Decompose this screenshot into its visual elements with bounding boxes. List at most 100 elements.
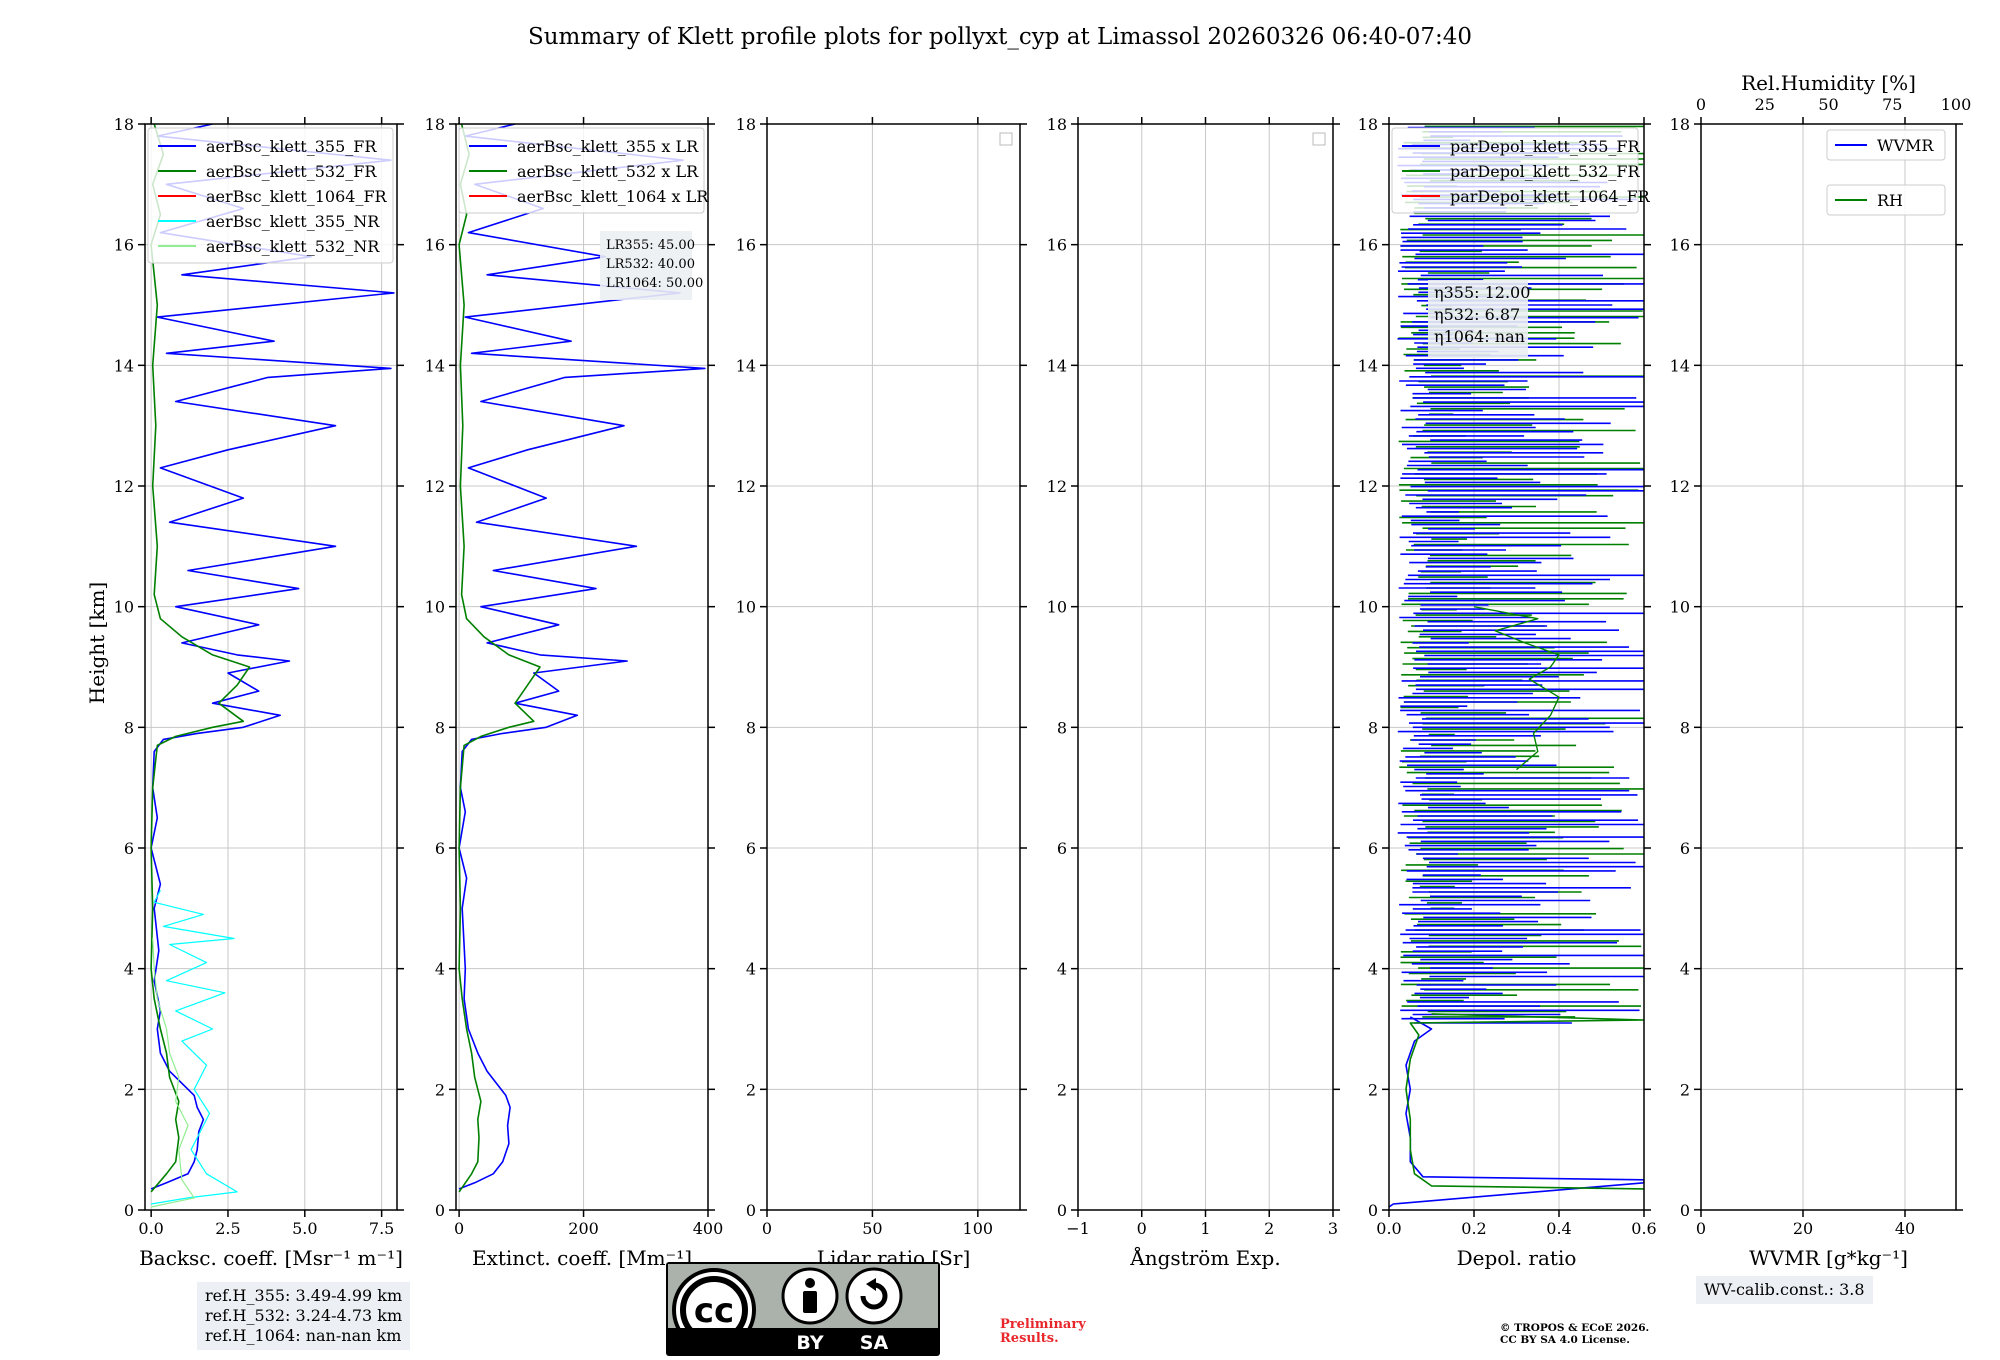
x-tick-label: 0.4 — [1546, 1219, 1571, 1238]
y-tick-label: 4 — [1680, 960, 1690, 979]
x-axis-label: Ångström Exp. — [1129, 1245, 1280, 1270]
x-tick-label: 400 — [693, 1219, 724, 1238]
axes-frame — [766, 123, 1021, 1211]
profile-line — [150, 938, 195, 1208]
axes-frame — [1700, 123, 1957, 1211]
annotation-text: LR355: 45.00 — [606, 238, 695, 253]
x-tick-label: 2.5 — [215, 1219, 240, 1238]
x-tick-label: 0.0 — [138, 1219, 163, 1238]
legend-box — [458, 127, 705, 214]
annotation-box: LR355: 45.00 LR532: 40.00 LR1064: 50.00 — [600, 231, 703, 300]
y-tick-label: 18 — [114, 115, 134, 134]
copyright-line-1: © TROPOS & ECoE 2026. — [1500, 1322, 1650, 1334]
y-tick-label: 4 — [746, 960, 756, 979]
y-tick-label: 12 — [1047, 477, 1067, 496]
legend-entry: aerBsc_klett_355_FR — [206, 137, 377, 156]
top-x-tick-label: 50 — [1818, 95, 1838, 114]
legend: aerBsc_klett_355_FR aerBsc_klett_532_FRae… — [147, 127, 394, 264]
y-tick-label: 16 — [1670, 236, 1690, 255]
x-tick-label: 40 — [1895, 1219, 1915, 1238]
legend-entry: parDepol_klett_532_FR — [1450, 162, 1641, 181]
legend: WVMR RH — [1826, 129, 1946, 216]
y-tick-label: 6 — [435, 839, 445, 858]
y-tick-label: 10 — [114, 598, 134, 617]
by-person-head — [805, 1278, 815, 1288]
profile-line — [1473, 606, 1560, 771]
y-tick-label: 10 — [1047, 598, 1067, 617]
cc-logo-text: cc — [694, 1291, 734, 1331]
y-tick-label: 10 — [1358, 598, 1378, 617]
badge-bottom — [668, 1328, 938, 1354]
legend-entry: aerBsc_klett_532_FR — [206, 162, 377, 181]
x-tick-label: 50 — [862, 1219, 882, 1238]
by-label: BY — [796, 1332, 823, 1354]
y-tick-label: 0 — [1368, 1201, 1378, 1220]
annotation-box: η355: 12.00 η532: 6.87 η1064: nan — [1428, 280, 1530, 358]
y-tick-label: 16 — [1047, 236, 1067, 255]
legend: aerBsc_klett_355 x LR aerBsc_klett_532 x … — [458, 127, 709, 214]
data-layer — [1389, 125, 1644, 1208]
profile-line — [458, 124, 541, 1193]
profile-line — [1389, 1016, 1644, 1208]
y-tick-label: 18 — [1047, 115, 1067, 134]
axes-frame — [1388, 123, 1645, 1211]
legend-entry: aerBsc_klett_1064_FR — [206, 187, 388, 206]
x-tick-label: 0.6 — [1631, 1219, 1656, 1238]
y-tick-label: 16 — [736, 236, 756, 255]
y-tick-label: 14 — [114, 356, 134, 375]
profile-line — [458, 124, 706, 1190]
axes-frame — [144, 123, 398, 1211]
x-tick-label: 3 — [1328, 1219, 1338, 1238]
profile-line — [150, 124, 251, 1193]
legend-entry: parDepol_klett_355_FR — [1450, 137, 1641, 156]
profile-line — [150, 124, 395, 1190]
y-axis-label: Height [km] — [85, 582, 109, 704]
legend: parDepol_klett_355_FR parDepol_klett_532_… — [1391, 127, 1651, 214]
x-tick-label: 0 — [1696, 1219, 1706, 1238]
y-tick-label: 2 — [1057, 1080, 1067, 1099]
legend-entry: aerBsc_klett_532_NR — [206, 237, 380, 256]
y-tick-label: 8 — [746, 718, 756, 737]
x-tick-label: 1 — [1200, 1219, 1210, 1238]
panel-wvmr: 0 2 4 6 8 10 12 14 16 18 0 20 40 WVMR [g*kg⁻¹] 0 25 50 75… — [1670, 71, 1972, 1270]
y-tick-label: 2 — [1368, 1080, 1378, 1099]
annotation-text: η1064: nan — [1434, 327, 1525, 346]
y-tick-label: 10 — [1670, 598, 1690, 617]
x-axis-label: Backsc. coeff. [Msr⁻¹ m⁻¹] — [139, 1246, 403, 1270]
y-tick-label: 10 — [425, 598, 445, 617]
y-tick-label: 0 — [435, 1201, 445, 1220]
x-axis-label: Depol. ratio — [1457, 1246, 1577, 1270]
legend-box — [147, 127, 394, 264]
x-tick-label: 5.0 — [292, 1219, 317, 1238]
ref-height-355: ref.H_355: 3.49-4.99 km — [205, 1286, 403, 1305]
preliminary-line-2: Results. — [1000, 1331, 1059, 1346]
y-tick-label: 6 — [124, 839, 134, 858]
y-tick-label: 8 — [1680, 718, 1690, 737]
x-tick-label: 2 — [1264, 1219, 1274, 1238]
y-tick-label: 0 — [124, 1201, 134, 1220]
y-tick-label: 14 — [1047, 356, 1067, 375]
legend-entry: aerBsc_klett_1064 x LR — [517, 187, 709, 206]
y-tick-label: 14 — [736, 356, 756, 375]
x-tick-label: 20 — [1793, 1219, 1813, 1238]
y-tick-label: 8 — [124, 718, 134, 737]
y-tick-label: 6 — [1368, 839, 1378, 858]
y-tick-label: 14 — [1358, 356, 1378, 375]
legend-box — [1391, 127, 1639, 214]
copyright-note: © TROPOS & ECoE 2026. CC BY SA 4.0 Licen… — [1500, 1322, 1649, 1346]
y-tick-label: 2 — [746, 1080, 756, 1099]
preliminary-line-1: Preliminary — [1000, 1317, 1086, 1332]
x-tick-label: 100 — [963, 1219, 994, 1238]
y-tick-label: 12 — [114, 477, 134, 496]
y-tick-label: 2 — [124, 1080, 134, 1099]
y-tick-label: 2 — [1680, 1080, 1690, 1099]
y-tick-label: 0 — [746, 1201, 756, 1220]
y-tick-label: 4 — [124, 960, 134, 979]
sa-label: SA — [860, 1332, 889, 1354]
y-tick-label: 0 — [1680, 1201, 1690, 1220]
x-tick-label: 200 — [568, 1219, 599, 1238]
